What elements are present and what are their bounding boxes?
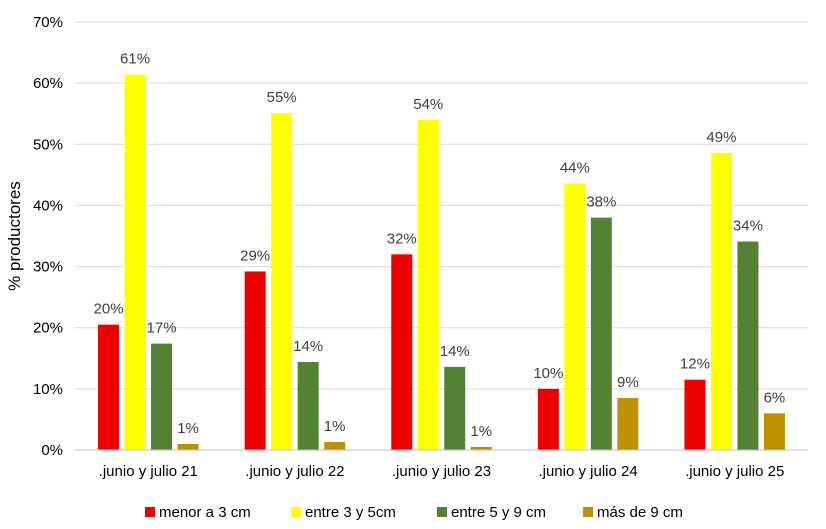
x-tick-label: .junio y julio 25 <box>685 463 784 480</box>
legend-label: más de 9 cm <box>597 504 683 521</box>
data-label: 44% <box>560 159 590 176</box>
data-label: 9% <box>617 374 639 391</box>
bar <box>564 183 586 450</box>
data-label: 1% <box>470 423 492 440</box>
x-axis-tick-labels: .junio y julio 21 .junio y julio 22 .junio… <box>99 463 785 480</box>
y-tick-label: 60% <box>33 75 63 92</box>
data-label: 10% <box>533 365 563 382</box>
data-label: 20% <box>94 301 124 318</box>
data-label: 17% <box>147 320 177 337</box>
bars <box>98 74 785 451</box>
x-tick-label: .junio y julio 23 <box>392 463 491 480</box>
legend-swatch <box>583 507 593 517</box>
bar <box>324 442 346 450</box>
data-label: 1% <box>324 418 346 435</box>
bar <box>98 324 120 450</box>
legend-swatch <box>145 507 155 517</box>
data-label: 6% <box>764 389 786 406</box>
data-label: 1% <box>177 420 199 437</box>
legend-label: entre 3 y 5cm <box>305 504 396 521</box>
legend-swatch <box>437 507 447 517</box>
y-tick-label: 50% <box>33 136 63 153</box>
y-tick-label: 70% <box>33 14 63 31</box>
data-label: 54% <box>413 96 443 113</box>
bar <box>470 446 492 450</box>
data-label: 14% <box>440 343 470 360</box>
bar <box>537 388 559 450</box>
data-label: 38% <box>586 194 616 211</box>
legend: menor a 3 cm entre 3 y 5cm entre 5 y 9 cm m… <box>145 504 683 521</box>
data-label: 14% <box>293 338 323 355</box>
y-axis-title: % productores <box>5 181 24 291</box>
y-tick-label: 10% <box>33 381 63 398</box>
bar <box>737 241 759 450</box>
bar <box>297 361 319 450</box>
bar <box>617 398 639 450</box>
y-tick-label: 30% <box>33 259 63 276</box>
bar <box>417 119 439 450</box>
data-label: 61% <box>120 51 150 68</box>
data-label: 34% <box>733 218 763 235</box>
bar <box>444 366 466 450</box>
x-tick-label: .junio y julio 22 <box>245 463 344 480</box>
y-tick-label: 40% <box>33 197 63 214</box>
data-label: 12% <box>680 356 710 373</box>
bar <box>391 254 413 450</box>
x-tick-label: .junio y julio 24 <box>538 463 637 480</box>
y-tick-label: 0% <box>41 442 63 459</box>
bar <box>271 113 293 451</box>
bar <box>124 74 146 450</box>
x-tick-label: .junio y julio 21 <box>99 463 198 480</box>
legend-swatch <box>291 507 301 517</box>
gridlines <box>75 21 808 390</box>
y-tick-label: 20% <box>33 320 63 337</box>
bar <box>590 217 612 450</box>
data-labels: 20% 61% 17% 1% 29% 55% 14% 1% 32% 54% 14% 1% 10% 44% 3… <box>94 51 786 440</box>
data-label: 29% <box>240 247 270 264</box>
bar <box>151 343 173 450</box>
bar <box>763 413 785 450</box>
data-label: 55% <box>267 89 297 106</box>
bar <box>244 271 266 450</box>
data-label: 49% <box>706 129 736 146</box>
bar <box>177 443 199 450</box>
y-axis-tick-labels: 0% 10% 20% 30% 40% 50% 60% 70% <box>33 14 63 459</box>
legend-label: entre 5 y 9 cm <box>451 504 546 521</box>
bar <box>684 379 706 450</box>
data-label: 32% <box>387 230 417 247</box>
bar <box>710 152 732 451</box>
legend-label: menor a 3 cm <box>159 504 251 521</box>
